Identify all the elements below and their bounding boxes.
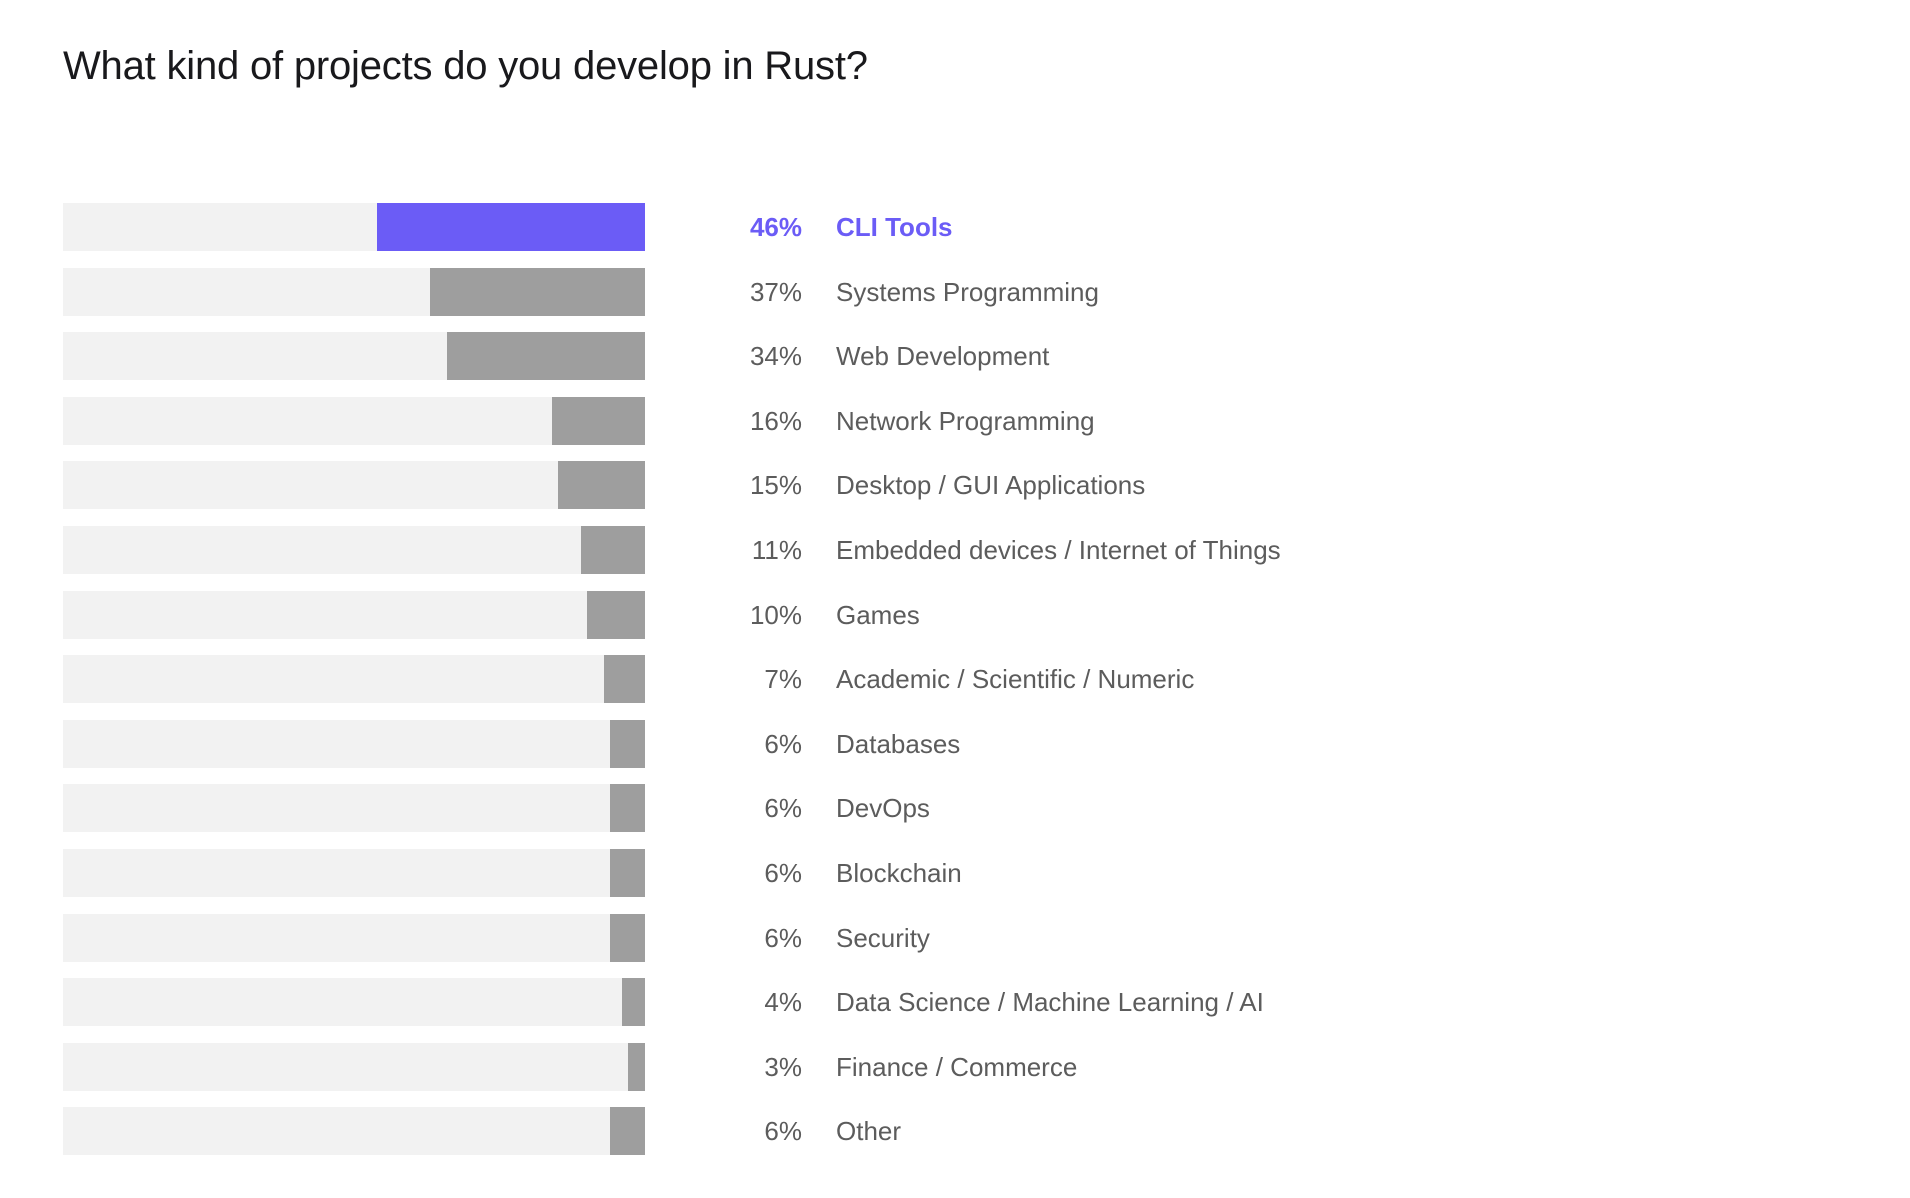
bar bbox=[604, 655, 645, 704]
bar-value-label: 34% bbox=[749, 341, 802, 372]
bar-category-label: Desktop / GUI Applications bbox=[836, 470, 1146, 501]
bar bbox=[586, 590, 645, 639]
bar-track bbox=[63, 267, 645, 316]
bar-category-label: Embedded devices / Internet of Things bbox=[836, 534, 1281, 565]
bar-row: 6% Other bbox=[63, 1107, 1863, 1156]
bar-row: 3% Finance / Commerce bbox=[63, 1042, 1863, 1091]
bar-value-label: 6% bbox=[764, 728, 802, 759]
bar-category-label: DevOps bbox=[836, 793, 930, 824]
bar-track bbox=[63, 1042, 645, 1091]
bar-row: 11% Embedded devices / Internet of Things bbox=[63, 525, 1863, 574]
bar bbox=[429, 267, 645, 316]
bar-category-label: Academic / Scientific / Numeric bbox=[836, 664, 1195, 695]
bar-row: 7% Academic / Scientific / Numeric bbox=[63, 655, 1863, 704]
bar-track bbox=[63, 719, 645, 768]
bar bbox=[551, 396, 645, 445]
bar bbox=[610, 784, 645, 833]
bar-row: 6% Databases bbox=[63, 719, 1863, 768]
bar-category-label: Security bbox=[836, 922, 930, 953]
bar-track bbox=[63, 461, 645, 510]
bar-category-label: Network Programming bbox=[836, 405, 1095, 436]
bar-track bbox=[63, 913, 645, 962]
bar-value-label: 37% bbox=[749, 276, 802, 307]
bar-row: 6% Blockchain bbox=[63, 848, 1863, 897]
bar-value-label: 3% bbox=[764, 1051, 802, 1082]
bar-track bbox=[63, 590, 645, 639]
bar bbox=[447, 332, 645, 381]
bar-value-label: 46% bbox=[749, 212, 802, 242]
bar-category-label: Games bbox=[836, 599, 920, 630]
bar bbox=[557, 461, 645, 510]
bar-track bbox=[63, 525, 645, 574]
bar-value-label: 6% bbox=[764, 922, 802, 953]
bar-track bbox=[63, 978, 645, 1027]
bar-value-label: 10% bbox=[749, 599, 802, 630]
bar bbox=[621, 978, 645, 1027]
bar-value-label: 6% bbox=[764, 1116, 802, 1147]
bar-row: 15% Desktop / GUI Applications bbox=[63, 461, 1863, 510]
bar-row: 37% Systems Programming bbox=[63, 267, 1863, 316]
bar-track bbox=[63, 203, 645, 251]
bar-track bbox=[63, 848, 645, 897]
bar bbox=[610, 1107, 645, 1156]
bar-category-label: Data Science / Machine Learning / AI bbox=[836, 987, 1264, 1018]
bar-row: 4% Data Science / Machine Learning / AI bbox=[63, 978, 1863, 1027]
bar bbox=[610, 848, 645, 897]
bar-value-label: 15% bbox=[749, 470, 802, 501]
bar bbox=[610, 913, 645, 962]
bar-category-label: Databases bbox=[836, 728, 961, 759]
chart-title: What kind of projects do you develop in … bbox=[63, 44, 868, 88]
bar-row: 6% DevOps bbox=[63, 784, 1863, 833]
bar-track bbox=[63, 1107, 645, 1156]
bar-category-label: Other bbox=[836, 1116, 902, 1147]
bar-track bbox=[63, 655, 645, 704]
bar bbox=[627, 1042, 645, 1091]
bar-track bbox=[63, 784, 645, 833]
bar-value-label: 6% bbox=[764, 793, 802, 824]
bar-category-label: Finance / Commerce bbox=[836, 1051, 1078, 1082]
bar-value-label: 7% bbox=[764, 664, 802, 695]
bar bbox=[580, 525, 645, 574]
bar bbox=[610, 719, 645, 768]
bar-value-label: 6% bbox=[764, 857, 802, 888]
bar-category-label: Systems Programming bbox=[836, 276, 1099, 307]
bar-chart: 46% CLI Tools 37% Systems Programming 34% Web… bbox=[63, 203, 1863, 1172]
bar-row: 46% CLI Tools bbox=[63, 203, 1863, 251]
bar-row: 6% Security bbox=[63, 913, 1863, 962]
bar-value-label: 16% bbox=[749, 405, 802, 436]
bar-category-label: Web Development bbox=[836, 341, 1050, 372]
bar bbox=[377, 203, 645, 251]
bar-track bbox=[63, 332, 645, 381]
bar-value-label: 4% bbox=[764, 987, 802, 1018]
bar-row: 34% Web Development bbox=[63, 332, 1863, 381]
bar-value-label: 11% bbox=[751, 534, 802, 565]
bar-category-label: Blockchain bbox=[836, 857, 962, 888]
bar-row: 16% Network Programming bbox=[63, 396, 1863, 445]
bar-row: 10% Games bbox=[63, 590, 1863, 639]
bar-category-label: CLI Tools bbox=[836, 212, 953, 242]
bar-track bbox=[63, 396, 645, 445]
